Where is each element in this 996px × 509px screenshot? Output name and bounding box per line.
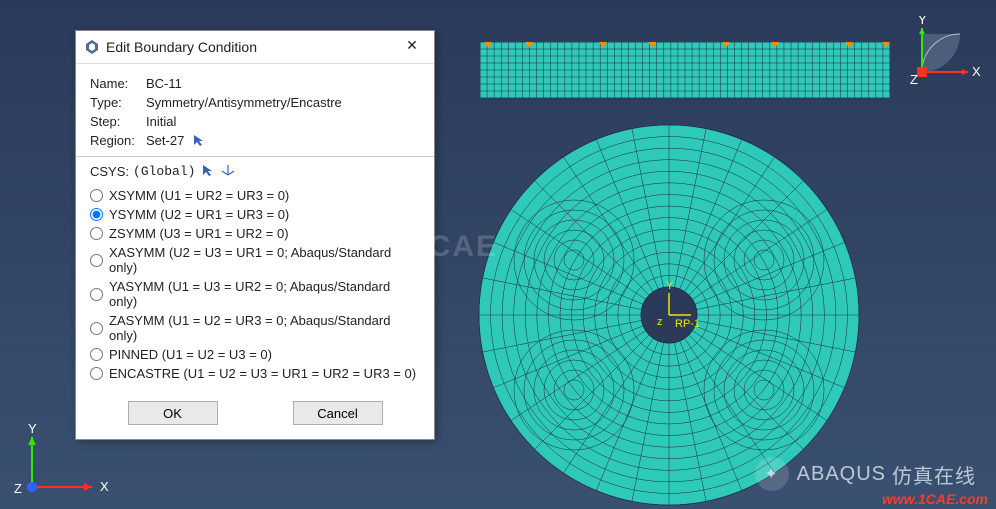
dialog-titlebar[interactable]: Edit Boundary Condition ✕ <box>76 31 434 64</box>
svg-text:Y: Y <box>666 280 674 292</box>
bc-option-radio[interactable] <box>90 348 103 361</box>
main-triad-y: Y <box>28 423 37 436</box>
region-value: Set-27 <box>146 133 184 150</box>
ok-button[interactable]: OK <box>128 401 218 425</box>
csys-create-icon[interactable] <box>221 163 235 180</box>
main-triad-x: X <box>100 479 109 494</box>
bc-option-label: XASYMM (U2 = U3 = UR1 = 0; Abaqus/Standa… <box>109 245 420 275</box>
csys-value: (Global) <box>133 164 195 179</box>
abaqus-text: ABAQUS <box>797 463 886 486</box>
region-pick-icon[interactable] <box>192 133 206 150</box>
csys-pick-icon[interactable] <box>201 163 215 180</box>
bc-option-label: ENCASTRE (U1 = U2 = U3 = UR1 = UR2 = UR3… <box>109 366 416 381</box>
svg-text:z: z <box>657 316 663 328</box>
name-value: BC-11 <box>146 76 182 91</box>
wechat-icon: ✦ <box>755 457 789 491</box>
bc-option-radio[interactable] <box>90 208 103 221</box>
bc-option-label: ZASYMM (U1 = U2 = UR3 = 0; Abaqus/Standa… <box>109 313 420 343</box>
edit-bc-dialog: Edit Boundary Condition ✕ Name: BC-11 Ty… <box>75 30 435 440</box>
bc-option-row[interactable]: ZASYMM (U1 = U2 = UR3 = 0; Abaqus/Standa… <box>90 313 420 343</box>
main-triad: X Y Z <box>10 423 120 503</box>
type-value: Symmetry/Antisymmetry/Encastre <box>146 95 342 110</box>
watermark-url: www.1CAE.com <box>882 491 988 507</box>
bc-option-row[interactable]: XSYMM (U1 = UR2 = UR3 = 0) <box>90 188 420 203</box>
button-row: OK Cancel <box>76 391 434 439</box>
bc-option-row[interactable]: XASYMM (U2 = U3 = UR1 = 0; Abaqus/Standa… <box>90 245 420 275</box>
bc-option-label: YASYMM (U1 = U3 = UR2 = 0; Abaqus/Standa… <box>109 279 420 309</box>
main-triad-z: Z <box>14 481 22 496</box>
bc-option-row[interactable]: YSYMM (U2 = UR1 = UR3 = 0) <box>90 207 420 222</box>
bc-option-radio[interactable] <box>90 227 103 240</box>
dialog-title: Edit Boundary Condition <box>106 39 398 55</box>
bc-option-label: XSYMM (U1 = UR2 = UR3 = 0) <box>109 188 289 203</box>
triad-z: Z <box>910 72 918 87</box>
watermark-abaqus: ✦ ABAQUS 仿真在线 <box>755 457 976 491</box>
extra-text: 仿真在线 <box>892 460 976 489</box>
circle-mesh: Yz RP-1 <box>478 124 860 506</box>
cancel-button[interactable]: Cancel <box>293 401 383 425</box>
bc-option-radio[interactable] <box>90 254 103 267</box>
bc-option-radio[interactable] <box>90 288 103 301</box>
type-label: Type: <box>90 95 146 110</box>
dialog-icon <box>84 39 100 55</box>
bc-option-radio[interactable] <box>90 322 103 335</box>
bc-option-row[interactable]: ZSYMM (U3 = UR1 = UR2 = 0) <box>90 226 420 241</box>
bc-option-row[interactable]: YASYMM (U1 = U3 = UR2 = 0; Abaqus/Standa… <box>90 279 420 309</box>
step-label: Step: <box>90 114 146 129</box>
close-icon[interactable]: ✕ <box>398 37 426 57</box>
triad-x: X <box>972 64 981 79</box>
divider <box>76 156 434 157</box>
name-label: Name: <box>90 76 146 91</box>
csys-label: CSYS: <box>90 164 129 179</box>
bc-option-row[interactable]: PINNED (U1 = U2 = U3 = 0) <box>90 347 420 362</box>
step-value: Initial <box>146 114 176 129</box>
dialog-body: Name: BC-11 Type: Symmetry/Antisymmetry/… <box>76 64 434 391</box>
region-label: Region: <box>90 133 146 150</box>
rect-mesh <box>480 42 890 98</box>
bc-option-label: PINNED (U1 = U2 = U3 = 0) <box>109 347 272 362</box>
bc-option-label: YSYMM (U2 = UR1 = UR3 = 0) <box>109 207 289 222</box>
triad-y: Y <box>918 16 927 27</box>
svg-text:RP-1: RP-1 <box>675 318 700 330</box>
bc-option-label: ZSYMM (U3 = UR1 = UR2 = 0) <box>109 226 289 241</box>
view-triad: X Y Z <box>904 16 984 96</box>
bc-option-row[interactable]: ENCASTRE (U1 = U2 = U3 = UR1 = UR2 = UR3… <box>90 366 420 381</box>
bc-option-radio[interactable] <box>90 189 103 202</box>
bc-option-radio[interactable] <box>90 367 103 380</box>
